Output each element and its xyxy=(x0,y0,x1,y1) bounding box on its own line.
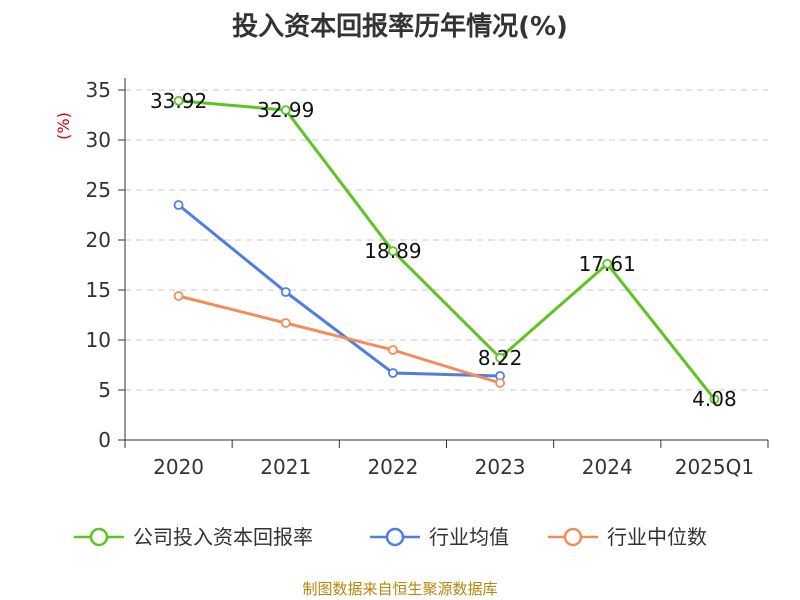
data-point xyxy=(388,246,398,257)
legend-marker-icon xyxy=(563,527,583,547)
data-point xyxy=(280,318,291,328)
x-tick-label: 2020 xyxy=(153,455,204,479)
data-label: 33.92 xyxy=(150,89,207,113)
y-tick-label: 20 xyxy=(86,228,111,252)
data-point xyxy=(709,394,720,405)
data-point xyxy=(173,95,184,106)
y-tick-label: 15 xyxy=(86,278,111,302)
y-tick-label: 35 xyxy=(86,78,111,102)
data-point xyxy=(495,378,505,388)
data-point xyxy=(602,258,613,269)
data-label: 18.89 xyxy=(364,239,421,263)
chart-title: 投入资本回报率历年情况(%) xyxy=(232,12,568,42)
axes: 0 5 10 15 20 25 30 35 2020 2021 2022 2023 2024 2025Q1 xyxy=(86,78,769,479)
legend-label-industry-median: 行业中位数 xyxy=(607,525,707,549)
data-point xyxy=(280,287,291,297)
x-tick-label: 2025Q1 xyxy=(675,455,754,479)
y-tick-label: 30 xyxy=(86,128,111,152)
x-tick-label: 2022 xyxy=(367,455,418,479)
y-tick-label: 5 xyxy=(98,378,111,402)
y-tick-label: 0 xyxy=(98,428,111,452)
data-point xyxy=(173,200,184,210)
series-line-0 xyxy=(178,99,716,401)
legend-item-company[interactable]: 公司投入资本回报率 xyxy=(74,525,313,549)
legend: 公司投入资本回报率 行业均值 行业中位数 xyxy=(74,525,707,549)
series-line-1 xyxy=(177,203,501,378)
y-tick-label: 10 xyxy=(86,328,111,352)
series-line-2 xyxy=(178,294,501,385)
data-point xyxy=(495,352,505,363)
legend-marker-icon xyxy=(385,527,405,547)
data-label: 8.22 xyxy=(478,346,523,370)
x-tick-label: 2021 xyxy=(260,455,311,479)
grid-lines xyxy=(125,89,768,391)
legend-item-industry-mean[interactable]: 行业均值 xyxy=(370,525,509,549)
legend-marker-icon xyxy=(89,527,109,547)
y-tick-label: 25 xyxy=(86,178,111,202)
data-point xyxy=(280,105,291,115)
data-point xyxy=(388,345,398,355)
data-labels: 33.92 32.99 18.89 8.22 17.61 4.08 xyxy=(150,89,737,411)
legend-label-industry-mean: 行业均值 xyxy=(429,525,509,549)
data-label: 32.99 xyxy=(257,98,314,122)
data-label: 17.61 xyxy=(579,252,636,276)
data-label: 4.08 xyxy=(692,387,737,411)
x-tick-label: 2024 xyxy=(582,455,633,479)
data-point xyxy=(173,291,184,301)
y-axis-label: (%) xyxy=(54,112,73,140)
data-point xyxy=(388,368,398,378)
x-tick-label: 2023 xyxy=(475,455,526,479)
series-lines xyxy=(173,95,720,405)
legend-item-industry-median[interactable]: 行业中位数 xyxy=(548,525,707,549)
legend-label-company: 公司投入资本回报率 xyxy=(133,525,313,549)
source-note: 制图数据来自恒生聚源数据库 xyxy=(302,580,498,598)
